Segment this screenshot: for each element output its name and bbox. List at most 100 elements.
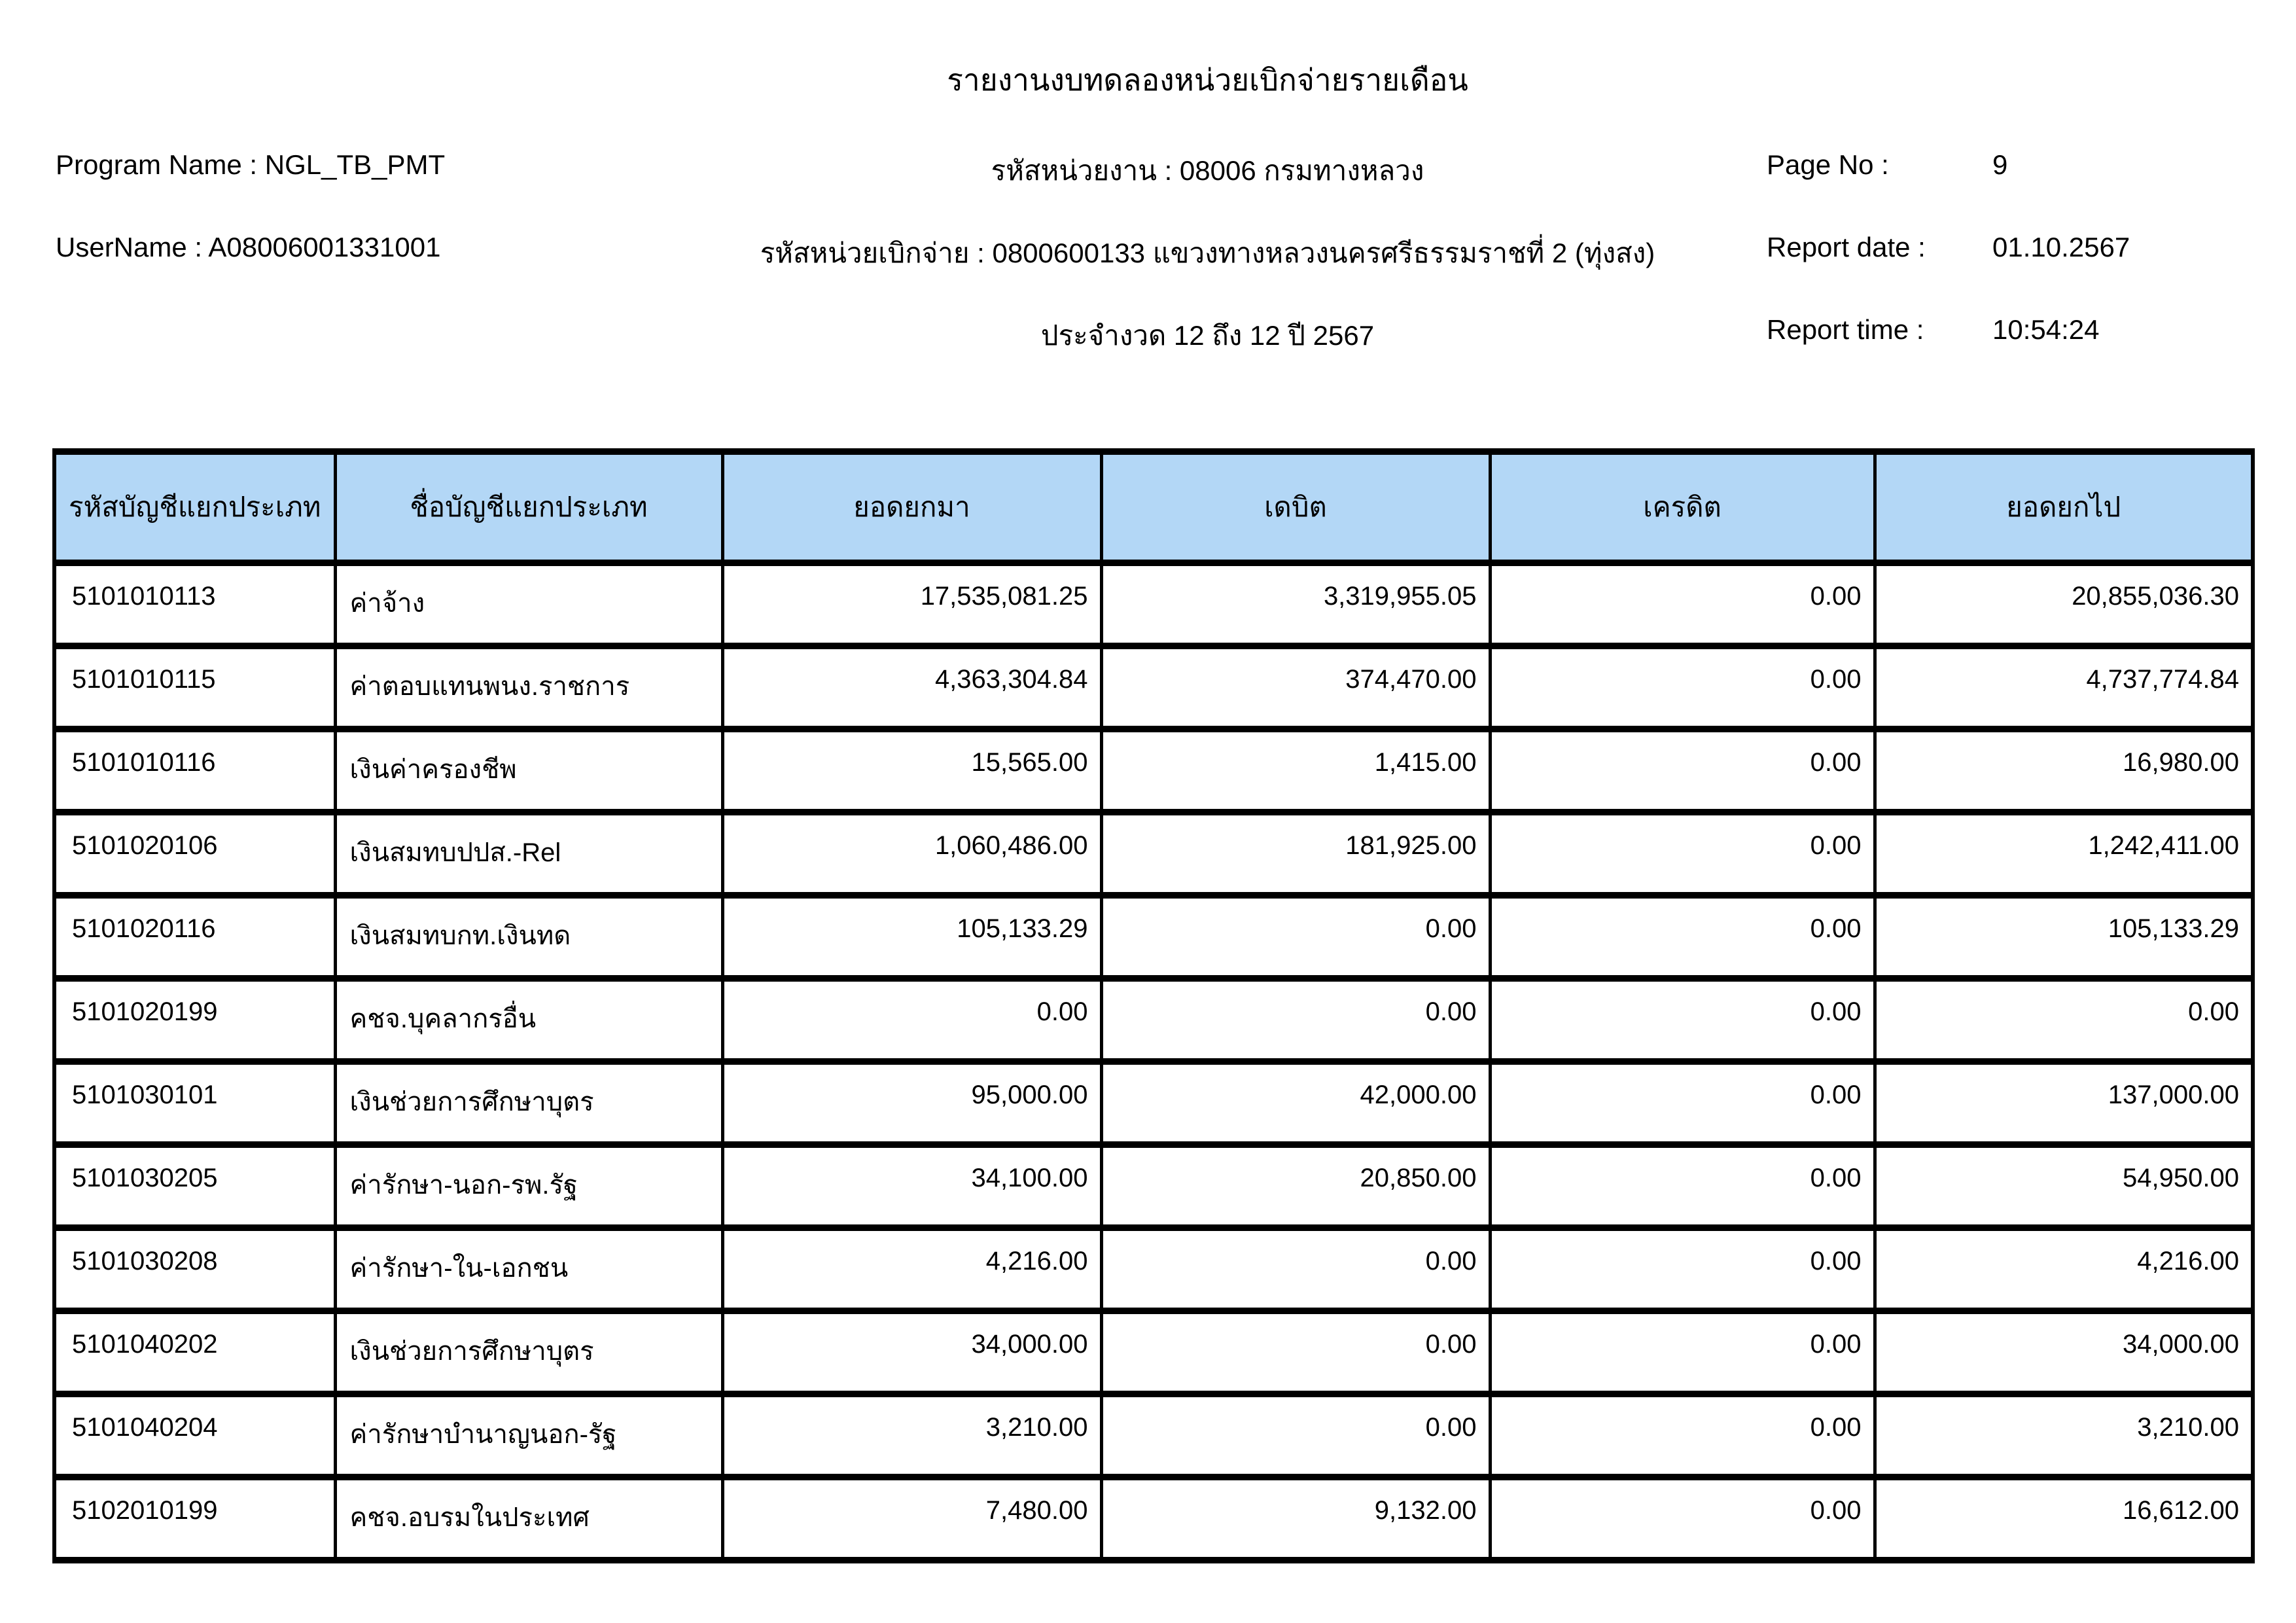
table-row: 5101030101 เงินช่วยการศึกษาบุตร 95,000.00 4… (52, 1058, 2255, 1148)
cell-carried_forward: 4,216.00 (1873, 1224, 2255, 1314)
table-row: 5101010115 ค่าตอบแทนพนง.ราชการ 4,363,304.8… (52, 643, 2255, 732)
cell-debit: 181,925.00 (1099, 809, 1492, 899)
cell-brought_forward: 15,565.00 (720, 726, 1103, 815)
cell-carried_forward: 16,980.00 (1873, 726, 2255, 815)
cell-carried_forward: 34,000.00 (1873, 1308, 2255, 1397)
cell-credit: 0.00 (1488, 1308, 1877, 1397)
cell-carried_forward: 54,950.00 (1873, 1141, 2255, 1231)
report-time-value: 10:54:24 (1992, 314, 2100, 345)
table-row: 5101010116 เงินค่าครองชีพ 15,565.00 1,415.0… (52, 726, 2255, 815)
table-row: 5101020199 คชจ.บุคลากรอื่น 0.00 0.00 0.00 0.0… (52, 975, 2255, 1065)
page-no-value: 9 (1992, 149, 2008, 180)
cell-name: ค่าจ้าง (333, 560, 724, 649)
table-row: 5101040204 ค่ารักษาบำนาญนอก-รัฐ 3,210.00 0.… (52, 1391, 2255, 1480)
cell-carried_forward: 4,737,774.84 (1873, 643, 2255, 732)
cell-name: ค่ารักษา-นอก-รพ.รัฐ (333, 1141, 724, 1231)
cell-carried_forward: 0.00 (1873, 975, 2255, 1065)
column-header-credit: เครดิต (1488, 448, 1877, 566)
cell-code: 5101010116 (52, 726, 337, 815)
cell-carried_forward: 16,612.00 (1873, 1474, 2255, 1563)
cell-code: 5101020116 (52, 892, 337, 982)
header-line-1: Program Name : NGL_TB_PMT รหัสหน่วยงาน :… (0, 149, 2296, 188)
cell-code: 5101030208 (52, 1224, 337, 1314)
cell-carried_forward: 137,000.00 (1873, 1058, 2255, 1148)
table-row: 5101030205 ค่ารักษา-นอก-รพ.รัฐ 34,100.00 20… (52, 1141, 2255, 1231)
cell-brought_forward: 0.00 (720, 975, 1103, 1065)
cell-code: 5101030205 (52, 1141, 337, 1231)
cell-brought_forward: 3,210.00 (720, 1391, 1103, 1480)
table-header-row: รหัสบัญชีแยกประเภท ชื่อบัญชีแยกประเภท ยอดย… (52, 448, 2255, 566)
cell-name: เงินช่วยการศึกษาบุตร (333, 1058, 724, 1148)
cell-debit: 374,470.00 (1099, 643, 1492, 732)
cell-code: 5102010199 (52, 1474, 337, 1563)
cell-credit: 0.00 (1488, 975, 1877, 1065)
column-header-debit: เดบิต (1099, 448, 1492, 566)
page-no-label: Page No : (1767, 149, 1889, 180)
cell-credit: 0.00 (1488, 1224, 1877, 1314)
cell-brought_forward: 95,000.00 (720, 1058, 1103, 1148)
table-row: 5101040202 เงินช่วยการศึกษาบุตร 34,000.00 0… (52, 1308, 2255, 1397)
cell-name: เงินสมทบปปส.-Rel (333, 809, 724, 899)
cell-name: ค่ารักษา-ใน-เอกชน (333, 1224, 724, 1314)
table-row: 5101030208 ค่ารักษา-ใน-เอกชน 4,216.00 0.00 0… (52, 1224, 2255, 1314)
username-text: UserName : A08006001331001 (56, 232, 441, 262)
column-header-name: ชื่อบัญชีแยกประเภท (333, 448, 724, 566)
cell-code: 5101030101 (52, 1058, 337, 1148)
cell-debit: 0.00 (1099, 1391, 1492, 1480)
cell-debit: 3,319,955.05 (1099, 560, 1492, 649)
table-row: 5101020106 เงินสมทบปปส.-Rel 1,060,486.00 18… (52, 809, 2255, 899)
program-name-text: Program Name : NGL_TB_PMT (56, 149, 446, 180)
cell-debit: 20,850.00 (1099, 1141, 1492, 1231)
cell-carried_forward: 3,210.00 (1873, 1391, 2255, 1480)
table-row: 5102010199 คชจ.อบรมในประเทศ 7,480.00 9,132.… (52, 1474, 2255, 1563)
cell-brought_forward: 105,133.29 (720, 892, 1103, 982)
cell-credit: 0.00 (1488, 1058, 1877, 1148)
period-text: ประจำงวด 12 ถึง 12 ปี 2567 (1040, 320, 1375, 351)
cell-credit: 0.00 (1488, 809, 1877, 899)
cell-carried_forward: 1,242,411.00 (1873, 809, 2255, 899)
cell-debit: 42,000.00 (1099, 1058, 1492, 1148)
page-title: รายงานงบทดลองหน่วยเบิกจ่ายรายเดือน (947, 63, 1468, 97)
cell-code: 5101010113 (52, 560, 337, 649)
cell-brought_forward: 34,100.00 (720, 1141, 1103, 1231)
report-time-label: Report time : (1767, 314, 1924, 345)
cell-code: 5101040204 (52, 1391, 337, 1480)
trial-balance-table: รหัสบัญชีแยกประเภท ชื่อบัญชีแยกประเภท ยอดย… (52, 448, 2255, 1563)
cell-carried_forward: 105,133.29 (1873, 892, 2255, 982)
report-date-label: Report date : (1767, 232, 1926, 262)
cell-code: 5101020106 (52, 809, 337, 899)
table-row: 5101010113 ค่าจ้าง 17,535,081.25 3,319,955.… (52, 560, 2255, 649)
cell-credit: 0.00 (1488, 560, 1877, 649)
cell-name: เงินสมทบกท.เงินทด (333, 892, 724, 982)
cell-credit: 0.00 (1488, 726, 1877, 815)
cell-code: 5101020199 (52, 975, 337, 1065)
table-row: 5101020116 เงินสมทบกท.เงินทด 105,133.29 0.0… (52, 892, 2255, 982)
cell-debit: 9,132.00 (1099, 1474, 1492, 1563)
cell-name: คชจ.บุคลากรอื่น (333, 975, 724, 1065)
cell-credit: 0.00 (1488, 643, 1877, 732)
cell-brought_forward: 7,480.00 (720, 1474, 1103, 1563)
cell-debit: 0.00 (1099, 1308, 1492, 1397)
account-table: รหัสบัญชีแยกประเภท ชื่อบัญชีแยกประเภท ยอดย… (52, 448, 2255, 1563)
report-date-value: 01.10.2567 (1992, 232, 2130, 262)
disbursing-unit-text: รหัสหน่วยเบิกจ่าย : 0800600133 แขวงทางหล… (760, 238, 1655, 268)
cell-brought_forward: 4,363,304.84 (720, 643, 1103, 732)
cell-carried_forward: 20,855,036.30 (1873, 560, 2255, 649)
cell-credit: 0.00 (1488, 1391, 1877, 1480)
cell-brought_forward: 1,060,486.00 (720, 809, 1103, 899)
cell-debit: 0.00 (1099, 892, 1492, 982)
cell-debit: 0.00 (1099, 975, 1492, 1065)
cell-brought_forward: 4,216.00 (720, 1224, 1103, 1314)
cell-name: เงินค่าครองชีพ (333, 726, 724, 815)
cell-debit: 0.00 (1099, 1224, 1492, 1314)
header-line-3: ประจำงวด 12 ถึง 12 ปี 2567 Report time :… (0, 314, 2296, 353)
cell-credit: 0.00 (1488, 1474, 1877, 1563)
cell-name: เงินช่วยการศึกษาบุตร (333, 1308, 724, 1397)
cell-brought_forward: 17,535,081.25 (720, 560, 1103, 649)
header-line-2: UserName : A08006001331001 รหัสหน่วยเบิก… (0, 232, 2296, 271)
cell-code: 5101040202 (52, 1308, 337, 1397)
cell-name: คชจ.อบรมในประเทศ (333, 1474, 724, 1563)
cell-debit: 1,415.00 (1099, 726, 1492, 815)
cell-credit: 0.00 (1488, 1141, 1877, 1231)
cell-code: 5101010115 (52, 643, 337, 732)
